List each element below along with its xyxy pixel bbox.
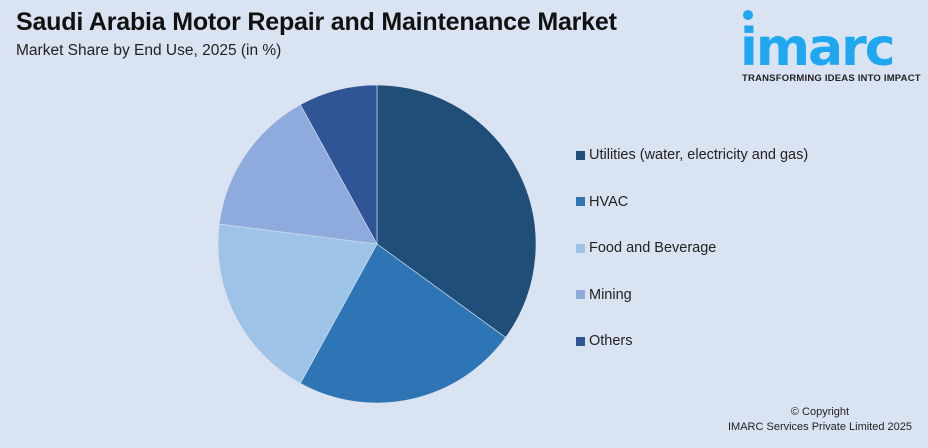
- legend-item: Others: [576, 331, 808, 351]
- legend-label: HVAC: [589, 193, 629, 210]
- copyright-footer: © Copyright IMARC Services Private Limit…: [728, 405, 912, 435]
- copyright-company: IMARC Services Private Limited 2025: [727, 421, 912, 433]
- copyright-label: © Copyright: [790, 406, 850, 418]
- pie-slice-mining: [218, 104, 378, 245]
- legend-item: HVAC: [576, 192, 808, 212]
- legend-swatch-icon: [576, 336, 585, 346]
- pie-slice-others: [299, 84, 378, 245]
- pie-chart: [217, 84, 537, 404]
- chart-title: Saudi Arabia Motor Repair and Maintenanc…: [16, 8, 617, 36]
- imarc-logo: imarc TRANSFORMING IDEAS INTO IMPACT: [740, 6, 921, 86]
- pie-slice-food-and-beverage: [217, 223, 378, 384]
- legend-label: Food and Beverage: [589, 240, 717, 256]
- legend-label: Mining: [589, 286, 632, 303]
- legend-swatch-icon: [576, 290, 585, 299]
- legend-item: Food and Beverage: [576, 238, 808, 258]
- legend-label: Utilities (water, electricity and gas): [589, 147, 809, 163]
- logo-tagline: TRANSFORMING IDEAS INTO IMPACT: [742, 73, 921, 84]
- legend-swatch-icon: [576, 197, 585, 206]
- legend-item: Mining: [576, 285, 808, 305]
- legend-swatch-icon: [576, 150, 585, 160]
- pie-slice-utilities-water-electricity-and-gas: [376, 84, 537, 338]
- logo-dot-icon: [743, 10, 753, 20]
- chart-subtitle: Market Share by End Use, 2025 (in %): [16, 42, 282, 59]
- pie-slice-hvac: [299, 243, 507, 404]
- legend-swatch-icon: [576, 243, 585, 253]
- legend-label: Others: [589, 333, 633, 349]
- legend-item: Utilities (water, electricity and gas): [576, 145, 808, 165]
- logo-wordmark: imarc: [740, 18, 896, 78]
- chart-legend: Utilities (water, electricity and gas) HV…: [576, 145, 808, 378]
